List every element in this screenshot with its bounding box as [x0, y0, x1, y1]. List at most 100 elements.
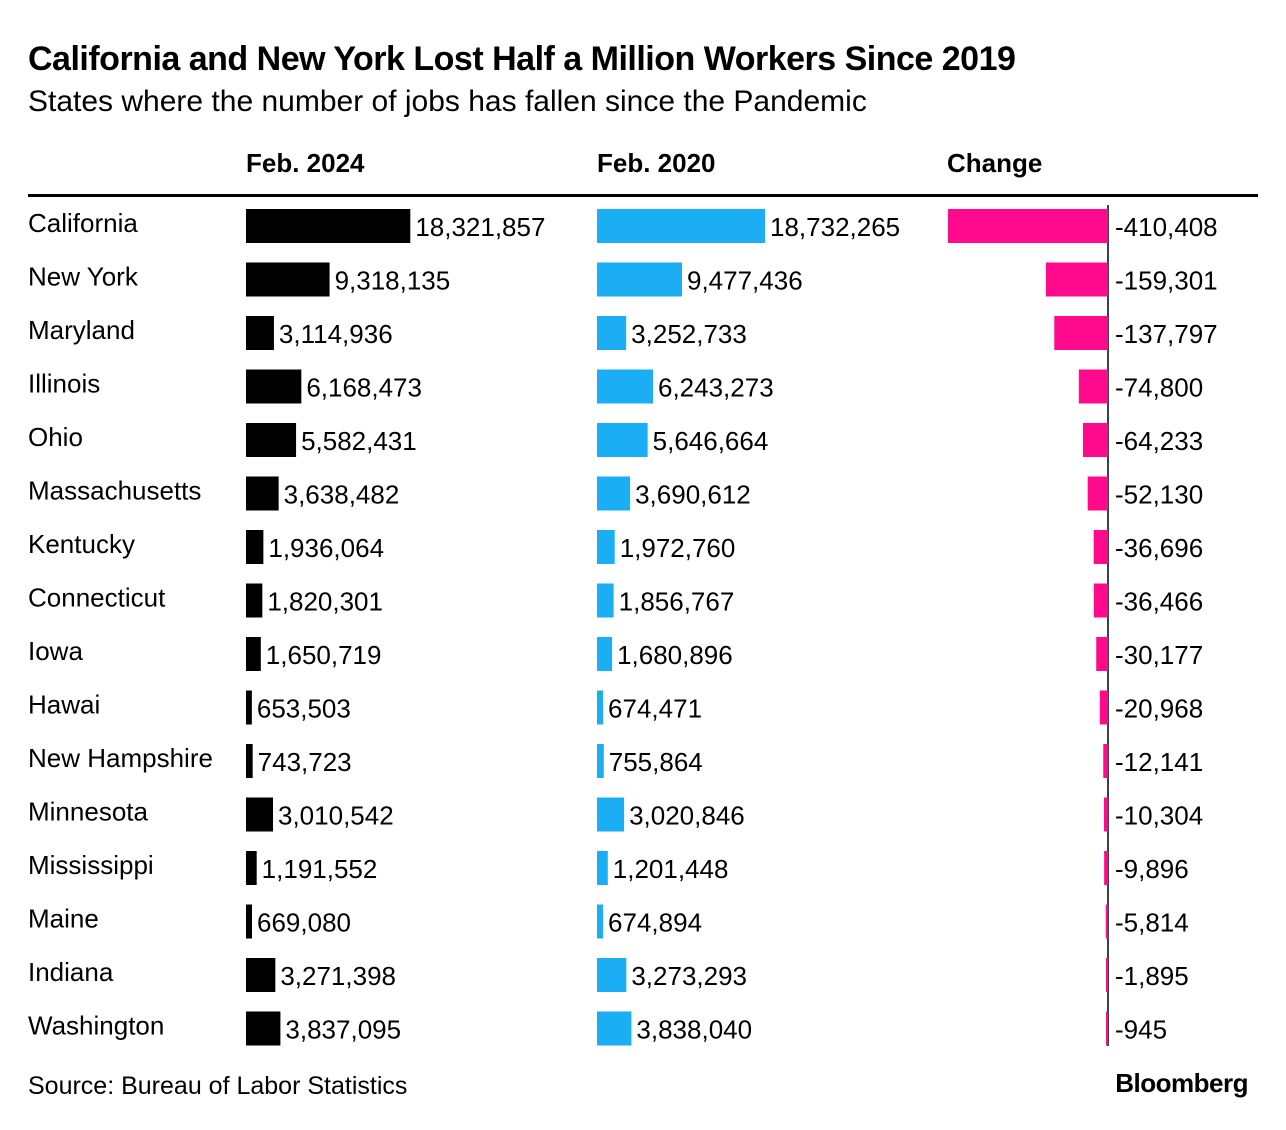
- row-label-ohio: Ohio: [28, 422, 83, 452]
- row-label-illinois: Illinois: [28, 369, 100, 399]
- value-label-change-massachusetts: -52,130: [1115, 480, 1203, 510]
- row-label-iowa: Iowa: [28, 636, 83, 666]
- value-label-feb-2024-maryland: 3,114,936: [279, 319, 393, 349]
- value-label-feb-2024-hawai: 653,503: [257, 694, 351, 724]
- row-label-california: California: [28, 208, 138, 238]
- value-label-feb-2020-mississippi: 1,201,448: [613, 854, 729, 884]
- bar-feb-2020-kentucky: [597, 530, 615, 564]
- bar-change-hawai: [1099, 690, 1108, 725]
- value-label-feb-2020-connecticut: 1,856,767: [619, 587, 735, 617]
- bar-feb-2024-connecticut: [246, 583, 263, 618]
- value-label-change-kentucky: -36,696: [1115, 533, 1203, 563]
- chart-subtitle: States where the number of jobs has fall…: [28, 85, 867, 118]
- bar-feb-2020-massachusetts: [597, 476, 631, 511]
- value-label-change-new-york: -159,301: [1115, 266, 1218, 296]
- bar-feb-2024-kentucky: [246, 530, 264, 564]
- value-label-feb-2020-iowa: 1,680,896: [617, 640, 733, 670]
- bar-feb-2024-maine: [246, 904, 253, 939]
- row-label-hawai: Hawai: [28, 690, 100, 720]
- bar-feb-2020-maine: [597, 904, 604, 939]
- bar-feb-2020-iowa: [597, 637, 613, 671]
- bar-change-maryland: [1054, 316, 1108, 350]
- value-label-change-california: -410,408: [1115, 212, 1218, 242]
- header-rule: [28, 194, 1258, 197]
- bar-feb-2024-ohio: [246, 423, 297, 457]
- bar-feb-2020-mississippi: [597, 851, 608, 885]
- value-label-feb-2020-minnesota: 3,020,846: [629, 801, 745, 831]
- bar-feb-2020-new-york: [597, 262, 682, 297]
- value-label-feb-2020-ohio: 5,646,664: [653, 426, 769, 456]
- value-label-feb-2024-new-york: 9,318,135: [335, 266, 451, 296]
- bar-change-new-hampshire: [1103, 744, 1108, 778]
- bar-feb-2024-hawai: [246, 690, 252, 725]
- bar-feb-2020-indiana: [597, 958, 627, 992]
- value-label-feb-2020-indiana: 3,273,293: [631, 961, 747, 991]
- value-label-change-washington: -945: [1115, 1015, 1167, 1045]
- row-label-new-york: New York: [28, 262, 139, 292]
- bar-change-massachusetts: [1087, 476, 1108, 511]
- value-label-feb-2024-new-hampshire: 743,723: [258, 747, 352, 777]
- value-label-feb-2024-illinois: 6,168,473: [306, 373, 422, 403]
- bar-change-ohio: [1082, 423, 1108, 457]
- value-label-feb-2020-california: 18,732,265: [770, 212, 900, 242]
- row-label-washington: Washington: [28, 1011, 164, 1041]
- value-label-feb-2020-maine: 674,894: [608, 908, 702, 938]
- row-label-maryland: Maryland: [28, 315, 135, 345]
- row-label-new-hampshire: New Hampshire: [28, 743, 213, 773]
- value-label-feb-2020-hawai: 674,471: [608, 694, 702, 724]
- bar-feb-2024-minnesota: [246, 797, 273, 832]
- bar-feb-2020-california: [597, 209, 765, 243]
- value-label-feb-2024-washington: 3,837,095: [285, 1015, 401, 1045]
- value-label-feb-2024-massachusetts: 3,638,482: [284, 480, 400, 510]
- value-label-feb-2020-new-hampshire: 755,864: [609, 747, 703, 777]
- bar-feb-2024-maryland: [246, 316, 274, 350]
- value-label-feb-2024-maine: 669,080: [257, 908, 351, 938]
- bar-feb-2024-mississippi: [246, 851, 257, 885]
- value-label-feb-2020-illinois: 6,243,273: [658, 373, 774, 403]
- bar-change-washington: [1106, 1011, 1108, 1046]
- bar-feb-2020-hawai: [597, 690, 604, 725]
- row-label-indiana: Indiana: [28, 957, 114, 987]
- value-label-feb-2020-maryland: 3,252,733: [631, 319, 747, 349]
- bar-feb-2024-new-york: [246, 262, 330, 297]
- chart-title: California and New York Lost Half a Mill…: [28, 40, 1016, 78]
- bar-change-indiana: [1106, 958, 1108, 992]
- value-label-feb-2024-indiana: 3,271,398: [280, 961, 396, 991]
- bar-feb-2024-massachusetts: [246, 476, 279, 511]
- value-label-change-minnesota: -10,304: [1115, 801, 1203, 831]
- bar-feb-2020-new-hampshire: [597, 744, 604, 778]
- value-label-feb-2020-new-york: 9,477,436: [687, 266, 803, 296]
- value-label-change-mississippi: -9,896: [1115, 854, 1189, 884]
- value-label-change-maine: -5,814: [1115, 908, 1189, 938]
- value-label-feb-2024-kentucky: 1,936,064: [268, 533, 384, 563]
- bar-feb-2020-minnesota: [597, 797, 625, 832]
- bar-feb-2024-california: [246, 209, 411, 243]
- bar-change-new-york: [1045, 262, 1108, 297]
- value-label-feb-2020-kentucky: 1,972,760: [620, 533, 736, 563]
- value-label-feb-2024-iowa: 1,650,719: [266, 640, 382, 670]
- bar-feb-2020-connecticut: [597, 583, 614, 618]
- value-label-change-indiana: -1,895: [1115, 961, 1189, 991]
- row-label-mississippi: Mississippi: [28, 850, 154, 880]
- bar-change-maine: [1105, 904, 1108, 939]
- value-label-feb-2024-connecticut: 1,820,301: [267, 587, 383, 617]
- value-label-feb-2024-minnesota: 3,010,542: [278, 801, 394, 831]
- bar-feb-2020-maryland: [597, 316, 627, 350]
- row-label-massachusetts: Massachusetts: [28, 476, 201, 506]
- bloomberg-logo: Bloomberg: [1115, 1068, 1248, 1098]
- row-label-minnesota: Minnesota: [28, 797, 148, 827]
- bar-change-mississippi: [1104, 851, 1108, 885]
- bar-feb-2020-illinois: [597, 369, 653, 404]
- column-header-feb-2024: Feb. 2024: [246, 148, 365, 178]
- value-label-change-new-hampshire: -12,141: [1115, 747, 1203, 777]
- row-label-kentucky: Kentucky: [28, 529, 135, 559]
- value-label-change-illinois: -74,800: [1115, 373, 1203, 403]
- value-label-change-maryland: -137,797: [1115, 319, 1218, 349]
- column-header-feb-2020: Feb. 2020: [597, 148, 716, 178]
- value-label-change-iowa: -30,177: [1115, 640, 1203, 670]
- source-note: Source: Bureau of Labor Statistics: [28, 1072, 408, 1100]
- bar-change-connecticut: [1093, 583, 1108, 618]
- bar-feb-2024-new-hampshire: [246, 744, 253, 778]
- bar-change-minnesota: [1103, 797, 1108, 832]
